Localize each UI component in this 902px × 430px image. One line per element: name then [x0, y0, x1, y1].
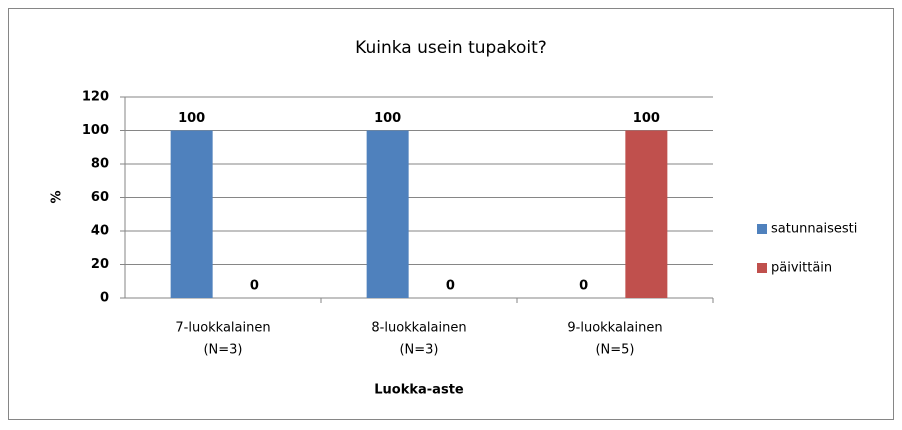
legend-label: satunnaisesti — [771, 222, 857, 237]
legend-label: päivittäin — [771, 261, 832, 276]
data-label: 0 — [446, 279, 455, 294]
bar — [625, 130, 668, 298]
chart-frame — [8, 8, 894, 420]
x-tick-label: (N=3) — [203, 343, 242, 358]
data-label: 100 — [633, 111, 660, 126]
data-label: 100 — [374, 111, 401, 126]
y-tick-label: 100 — [82, 123, 109, 138]
x-axis-label: Luokka-aste — [374, 383, 464, 398]
y-axis-label: % — [50, 190, 65, 203]
y-tick-label: 40 — [91, 224, 109, 239]
x-tick-label: (N=3) — [399, 343, 438, 358]
y-tick-label: 120 — [82, 90, 109, 105]
x-tick-label: 7-luokkalainen — [175, 321, 270, 336]
y-tick-label: 80 — [91, 157, 109, 172]
x-tick-label: (N=5) — [595, 343, 634, 358]
legend-swatch — [757, 263, 767, 273]
legend-swatch — [757, 224, 767, 234]
data-label: 0 — [250, 279, 259, 294]
chart-title: Kuinka usein tupakoit? — [355, 38, 547, 58]
bar — [366, 130, 409, 298]
x-tick-label: 8-luokkalainen — [371, 321, 466, 336]
bar — [170, 130, 213, 298]
y-tick-label: 0 — [100, 291, 109, 306]
data-label: 0 — [579, 279, 588, 294]
data-label: 100 — [178, 111, 205, 126]
y-tick-label: 20 — [91, 257, 109, 272]
x-tick-label: 9-luokkalainen — [567, 321, 662, 336]
y-tick-label: 60 — [91, 190, 109, 205]
